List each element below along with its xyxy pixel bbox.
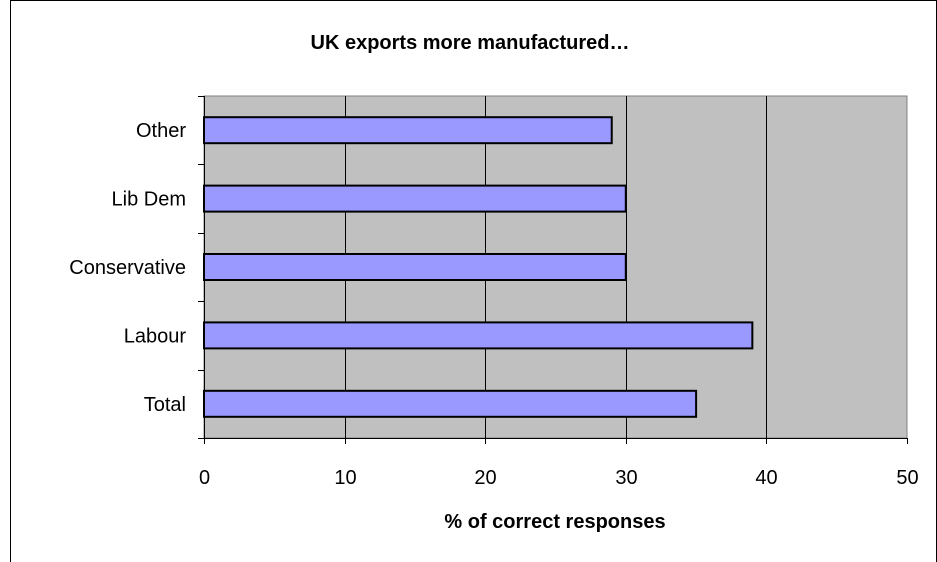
x-tick-label: 10: [334, 467, 356, 489]
y-tick-label: Total: [144, 394, 186, 416]
x-tick-label: 20: [474, 467, 496, 489]
bar: [203, 184, 627, 213]
axes: [198, 96, 908, 444]
x-tick-label: 0: [199, 467, 210, 489]
bar: [203, 253, 627, 281]
x-tick-label: 40: [755, 467, 777, 489]
x-tick-label: 30: [615, 467, 637, 489]
y-tick-labels: Other Lib Dem Conservative Labour Total: [69, 120, 186, 416]
bar: [203, 116, 613, 145]
bar: [203, 389, 698, 418]
bar: [203, 321, 754, 350]
x-tick-label: 50: [896, 467, 918, 489]
chart-title: UK exports more manufactured…: [311, 32, 630, 54]
y-tick-label: Lib Dem: [112, 189, 186, 211]
y-tick-label: Other: [136, 120, 186, 142]
bars: [203, 116, 754, 418]
x-axis-label: % of correct responses: [444, 511, 665, 533]
y-tick-label: Labour: [124, 325, 187, 347]
y-tick-label: Conservative: [69, 257, 186, 279]
x-tick-labels: 0 10 20 30 40 50: [199, 467, 919, 489]
